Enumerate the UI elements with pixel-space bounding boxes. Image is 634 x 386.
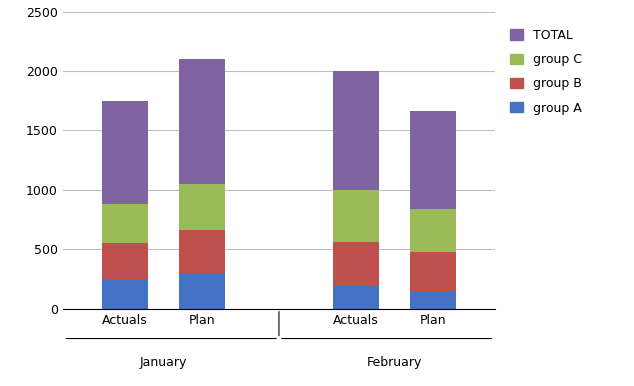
- Bar: [102, 279, 148, 309]
- Bar: [333, 71, 379, 190]
- Bar: [179, 230, 225, 273]
- Bar: [102, 204, 148, 244]
- Bar: [102, 101, 148, 204]
- Bar: [410, 252, 456, 291]
- Legend: TOTAL, group C, group B, group A: TOTAL, group C, group B, group A: [505, 24, 586, 120]
- Bar: [410, 209, 456, 252]
- Bar: [102, 244, 148, 279]
- Bar: [410, 291, 456, 309]
- Bar: [179, 59, 225, 184]
- Text: February: February: [366, 356, 422, 369]
- Text: January: January: [139, 356, 187, 369]
- Bar: [333, 242, 379, 286]
- Bar: [333, 190, 379, 242]
- Bar: [179, 273, 225, 309]
- Bar: [179, 184, 225, 230]
- Bar: [410, 112, 456, 209]
- Bar: [333, 286, 379, 309]
